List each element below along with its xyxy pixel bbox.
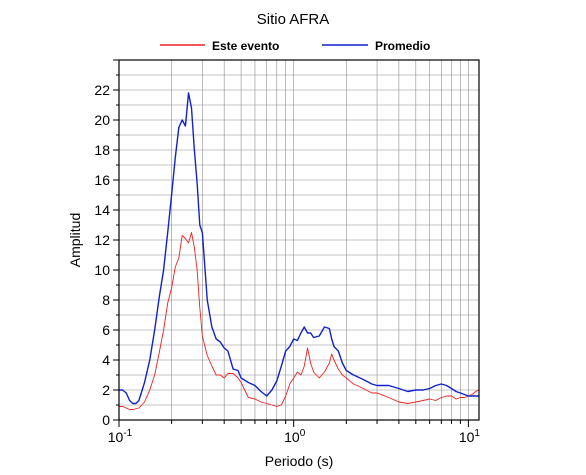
- x-tick-label: 10-1: [108, 428, 133, 445]
- x-tick-label: 100: [284, 428, 306, 445]
- series-line-este-evento: [119, 232, 480, 410]
- y-tick-label: 22: [94, 82, 110, 98]
- y-tick-label: 20: [94, 112, 110, 128]
- y-tick-label: 2: [102, 382, 110, 398]
- legend-label-este-evento: Este evento: [212, 39, 279, 53]
- y-tick-label: 12: [94, 232, 110, 248]
- y-tick-label: 14: [94, 202, 110, 218]
- legend-label-promedio: Promedio: [375, 39, 430, 53]
- y-tick-label: 8: [102, 292, 110, 308]
- y-tick-label: 18: [94, 142, 110, 158]
- y-tick-label: 6: [102, 322, 110, 338]
- grid: [118, 60, 479, 420]
- x-axis-label: Periodo (s): [265, 453, 333, 469]
- series-line-promedio: [119, 92, 479, 405]
- y-tick-label: 16: [94, 172, 110, 188]
- series-layer: [119, 92, 480, 410]
- y-tick-label: 10: [94, 262, 110, 278]
- chart-title: Sitio AFRA: [257, 11, 330, 28]
- y-axis-ticks: 0 2 4 6 8 10 12 14 16 18 20 22: [94, 59, 119, 428]
- x-axis-ticks: 10-1 100 101: [108, 420, 481, 445]
- x-tick-label: 101: [459, 428, 481, 445]
- y-axis-label: Amplitud: [67, 213, 83, 267]
- legend: Este evento Promedio: [160, 39, 430, 53]
- y-tick-label: 4: [102, 352, 110, 368]
- y-tick-label: 0: [102, 412, 110, 428]
